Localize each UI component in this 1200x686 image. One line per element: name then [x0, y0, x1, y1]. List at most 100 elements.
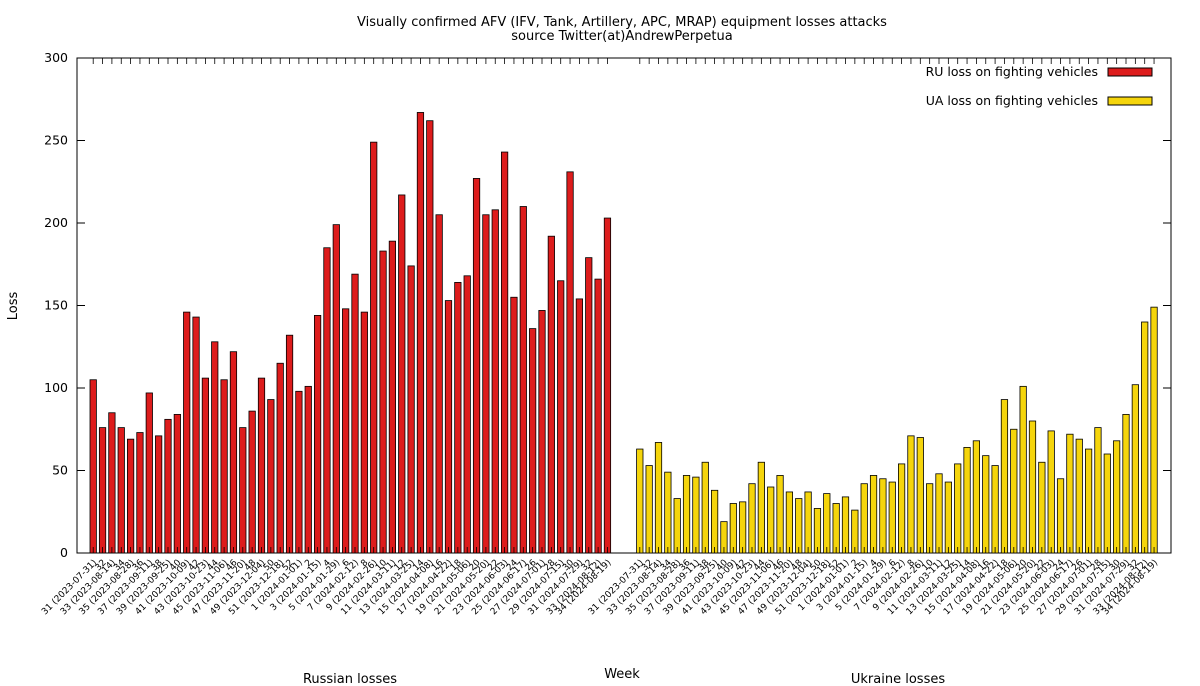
bar-ru — [192, 316, 200, 554]
bar-ua — [1056, 478, 1065, 554]
bar-ru — [454, 281, 462, 554]
bar-ru — [426, 120, 434, 554]
y-axis: 0 50 100 150 200 250 300 — [44, 50, 1171, 560]
bar-ua — [1019, 385, 1027, 554]
bar-ru — [370, 141, 378, 554]
y-tick-label: 100 — [44, 380, 68, 395]
bar-ua — [1141, 321, 1149, 554]
bar-ua — [748, 483, 756, 554]
bar-ru — [379, 250, 387, 554]
bar-ru — [201, 377, 209, 554]
bar-ru — [529, 328, 537, 554]
bar-ru — [603, 217, 612, 554]
bar-ua — [851, 509, 859, 554]
bar-ru — [155, 435, 163, 554]
bars — [89, 112, 1158, 554]
bar-ru — [89, 379, 97, 554]
bar-ru — [127, 438, 135, 554]
bar-ua — [767, 486, 775, 554]
x-tick-label: 8 — [359, 558, 370, 569]
bar-ru — [538, 310, 546, 554]
bar-ua — [832, 503, 840, 554]
group-label-russia: Russian losses — [303, 672, 397, 686]
x-axis-label: Week — [604, 667, 640, 682]
bar-ru — [295, 390, 303, 554]
bar-ru — [173, 413, 181, 554]
bar-ua — [692, 476, 700, 554]
bar-ru — [407, 265, 415, 554]
bar-ua — [804, 491, 812, 554]
bar-ua — [841, 496, 850, 554]
bar-ua — [701, 461, 709, 554]
bar-ua — [1028, 420, 1037, 554]
y-tick-label: 200 — [44, 215, 68, 230]
bar-ru — [108, 412, 116, 554]
bar-ru — [248, 410, 256, 554]
group-label-ukraine: Ukraine losses — [851, 672, 945, 686]
bar-ru — [276, 362, 284, 554]
bar-ru — [117, 427, 125, 554]
bar-ua — [972, 440, 981, 554]
bar-ru — [510, 296, 518, 554]
bar-ua — [1113, 440, 1121, 554]
bar-ua — [673, 498, 681, 554]
bar-ru — [482, 214, 490, 554]
bar-ua — [926, 483, 934, 554]
bar-ru — [313, 314, 322, 554]
bar-ru — [585, 257, 593, 554]
y-tick-label: 300 — [44, 50, 68, 65]
bar-ua — [860, 483, 868, 554]
bar-ua — [907, 435, 915, 554]
bar-ru — [566, 171, 574, 554]
bar-ua — [682, 475, 691, 554]
legend-swatch-ua — [1107, 96, 1153, 106]
bar-ua — [1103, 453, 1111, 554]
bar-ua — [991, 465, 999, 554]
bar-ru — [557, 280, 565, 554]
y-tick-label: 50 — [52, 463, 68, 478]
bar-ru — [594, 278, 602, 554]
bar-ua — [982, 455, 990, 554]
bar-ru — [360, 311, 368, 554]
bar-ua — [739, 501, 747, 554]
bar-ru — [98, 427, 107, 554]
chart-subtitle: source Twitter(at)AndrewPerpetua — [511, 29, 732, 44]
bar-ua — [954, 463, 962, 554]
bar-ua — [636, 448, 644, 554]
bar-ru — [575, 298, 584, 554]
bar-ua — [813, 508, 822, 554]
bar-ua — [823, 493, 831, 554]
bar-ua — [1066, 433, 1074, 554]
bar-ua — [1075, 438, 1083, 554]
bar-ua — [963, 446, 971, 554]
y-tick-label: 250 — [44, 133, 68, 148]
bar-ru — [342, 308, 350, 554]
x-tick-label: 8 — [906, 558, 917, 569]
bar-ru — [136, 432, 144, 554]
x-tick-label: 6 — [341, 558, 352, 569]
y-tick-label: 0 — [60, 545, 68, 560]
bar-ua — [1038, 461, 1046, 554]
legend: RU loss on fighting vehicles UA loss on … — [926, 64, 1153, 108]
x-tick-label: 4 — [869, 558, 880, 569]
bar-ua — [898, 463, 906, 554]
bar-ru — [323, 247, 331, 554]
bar-ua — [757, 461, 765, 554]
bar-ua — [935, 473, 943, 554]
bar-ua — [795, 498, 803, 554]
bar-ua — [776, 475, 784, 554]
bar-ru — [472, 178, 481, 554]
bar-ru — [519, 206, 527, 554]
bar-ru — [444, 300, 453, 554]
bar-ru — [491, 209, 499, 554]
legend-label-ua: UA loss on fighting vehicles — [926, 93, 1098, 108]
bar-ua — [879, 478, 887, 554]
bar-ua — [1094, 427, 1102, 554]
x-tick-label: 2 — [303, 558, 314, 569]
bar-ru — [463, 275, 471, 554]
bar-ru — [416, 112, 425, 554]
bar-ua — [1122, 413, 1130, 554]
bar-ru — [332, 224, 340, 554]
bar-ru — [547, 235, 555, 554]
bar-ua — [1047, 430, 1055, 554]
